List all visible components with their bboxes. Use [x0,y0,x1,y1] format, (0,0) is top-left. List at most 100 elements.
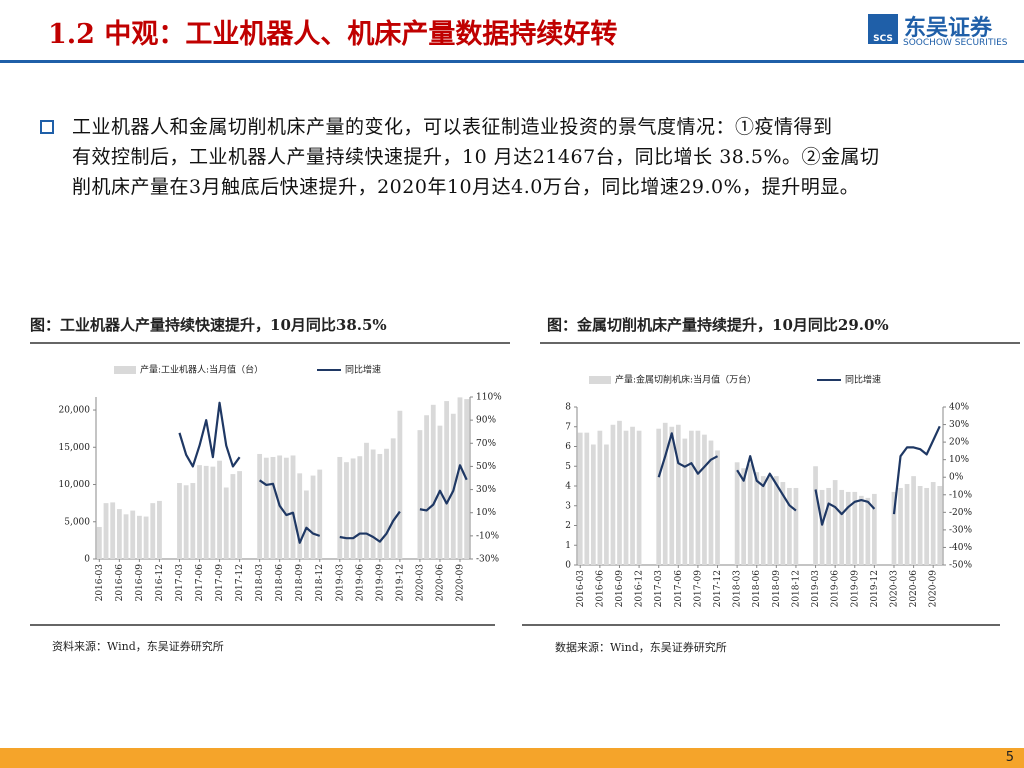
bar [103,503,109,559]
bar [865,497,871,565]
bar [390,438,396,559]
x-tick-label: 2020-09 [929,570,939,608]
y2-tick-label: -50% [949,561,972,571]
bar [203,465,209,559]
x-tick-label: 2020-06 [909,570,919,608]
x-tick-label: 2018-12 [791,570,801,607]
chart-title: 图：金属切削机床产量持续提升，10月同比29.0% [547,316,889,334]
bar [911,476,916,565]
bar [617,420,622,565]
y-tick-label: 0 [84,555,90,565]
x-tick-label: 2019-03 [811,570,821,608]
bar [337,456,343,559]
y-tick-label: 6 [565,442,571,452]
y-tick-label: 0 [565,561,571,571]
bar [183,485,189,559]
y-tick-label: 20,000 [59,406,91,416]
y-tick-label: 8 [565,403,571,413]
x-tick-label: 2017-09 [215,564,225,602]
bar [317,469,323,559]
bar [708,440,714,565]
y2-tick-label: -10% [949,490,972,500]
bar [137,515,142,559]
legend-swatch [589,376,611,384]
charts: 图：工业机器人产量持续快速提升，10月同比38.5% 资料来源：Wind，东吴证券… [30,316,1020,654]
logo-name: 东吴证券 [904,16,993,41]
x-tick-label: 2016-12 [635,570,645,607]
bar [734,462,740,565]
y2-tick-label: 0% [949,473,964,483]
x-tick-label: 2016-06 [115,564,125,602]
bar [636,430,642,565]
bar [424,415,429,559]
bar [344,462,349,559]
y-tick-label: 4 [565,482,571,492]
bar [283,457,289,559]
bar [96,526,102,559]
bar [891,491,897,565]
x-tick-label: 2020-06 [435,564,445,602]
bar [444,401,450,559]
bar [150,503,156,559]
legend-label: 同比增速 [345,364,381,376]
legend-label: 产量:工业机器人:当月值（台） [140,364,263,376]
bar [590,444,596,565]
bar [430,404,436,559]
bar [263,457,269,559]
bar [604,444,609,565]
body-text: 有效控制后，工业机器人产量持续快速提升，10 月达21467台，同比增长 38.… [72,146,880,168]
bar [819,489,825,565]
header-rule [0,60,1024,63]
x-tick-label: 2016-09 [135,564,145,602]
bar [157,500,162,559]
bar [656,428,662,565]
bar [450,413,456,559]
bar [872,493,877,565]
chart-title: 图：工业机器人产量持续快速提升，10月同比38.5% [30,316,387,334]
x-tick-label: 2018-06 [275,564,285,602]
logo-mark: SCS [868,14,898,44]
slide-title: 1.2 中观：工业机器人、机床产量数据持续好转 [48,19,618,50]
bar [760,476,766,565]
x-tick-label: 2019-12 [395,564,405,601]
bar [787,487,792,565]
x-tick-label: 2017-03 [175,564,185,602]
y2-tick-label: 20% [949,438,969,448]
y-tick-label: 3 [565,501,571,511]
x-tick-label: 2020-03 [415,564,425,602]
legend-label: 产量:金属切削机床:当月值（万台） [615,374,756,386]
bar [597,430,603,565]
x-tick-label: 2018-03 [255,564,265,602]
bar [767,476,773,565]
bar [384,448,389,559]
bar [662,422,668,565]
bar [917,486,923,565]
bar [904,484,910,565]
x-tick-label: 2016-06 [595,570,605,608]
bar [577,432,583,565]
bar [832,480,838,565]
bar [689,430,694,565]
bar [257,453,263,559]
y2-tick-label: -40% [949,543,972,553]
logo-subtitle: SOOCHOW SECURITIES [903,38,1008,48]
x-tick-label: 2016-09 [615,570,625,608]
y-tick-label: 7 [565,422,571,432]
y2-tick-label: 30% [476,485,496,495]
bar [457,397,463,559]
bar [357,456,363,559]
x-tick-label: 2017-03 [654,570,664,608]
page-number: 5 [1005,750,1014,765]
x-tick-label: 2018-12 [315,564,325,601]
y-tick-label: 10,000 [59,480,91,490]
y2-tick-label: 10% [949,455,969,465]
y-tick-label: 2 [565,521,571,531]
bar [669,426,675,565]
x-tick-label: 2019-09 [850,570,860,608]
bar [780,482,786,565]
bar [702,434,707,565]
bar [116,509,122,559]
bar [237,471,242,559]
x-tick-label: 2017-12 [713,570,723,607]
